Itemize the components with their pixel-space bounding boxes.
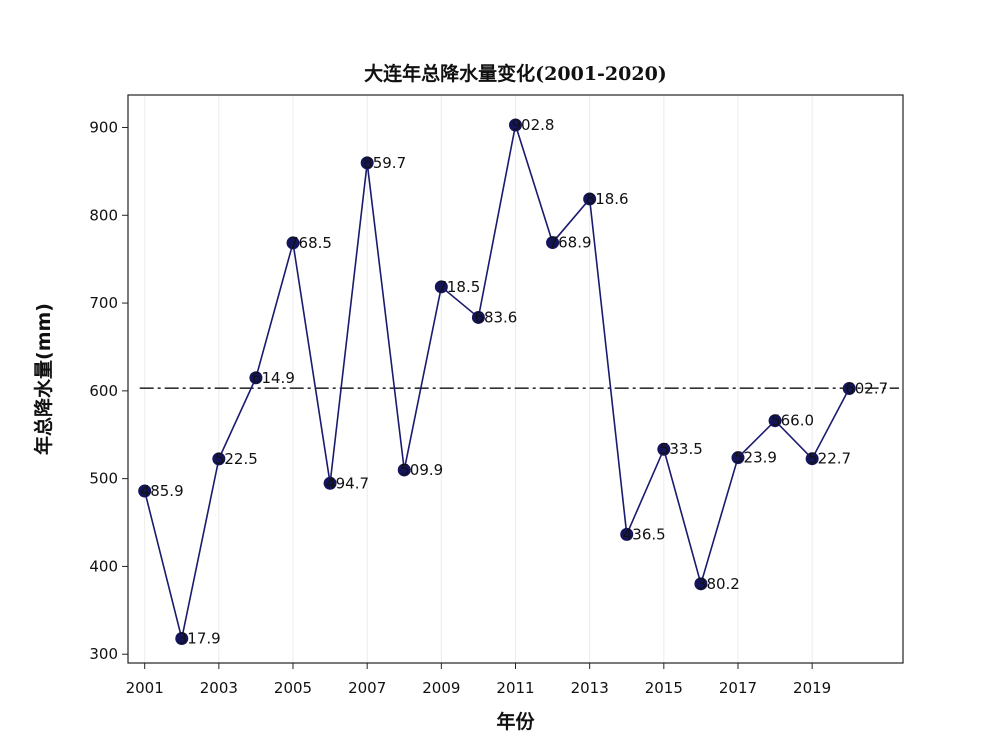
- vertical-gridlines: [144, 95, 813, 663]
- data-point-2016: [694, 577, 708, 591]
- data-label-2015: 533.5: [660, 440, 703, 458]
- x-tick-label-2007: 2007: [348, 679, 386, 697]
- series-line-layer: [143, 124, 850, 639]
- data-labels-layer: 485.9 317.9 522.5 614.9 768.5 494.7 859.7 509.9…: [141, 116, 888, 647]
- data-label-2016: 380.2: [697, 575, 740, 593]
- y-tick-label-800: 800: [89, 206, 118, 224]
- data-label-2007: 859.7: [363, 154, 406, 172]
- data-points-layer: [138, 118, 856, 646]
- data-point-2012: [546, 236, 560, 250]
- x-axis-label: 年份: [496, 710, 535, 733]
- x-tick-label-2009: 2009: [422, 679, 460, 697]
- data-label-2002: 317.9: [178, 630, 221, 648]
- data-point-2019: [805, 452, 819, 466]
- data-point-2008: [397, 463, 411, 477]
- x-tick-label-2019: 2019: [793, 679, 831, 697]
- x-axis-ticks: 2001 2003 2005 2007 2009 2011 2013 2015 2017 2019: [126, 663, 831, 697]
- data-label-2004: 614.9: [252, 369, 295, 387]
- data-label-2006: 494.7: [326, 474, 369, 492]
- x-tick-label-2015: 2015: [645, 679, 683, 697]
- data-point-2009: [434, 280, 448, 294]
- data-point-2001: [138, 484, 152, 498]
- x-tick-label-2011: 2011: [496, 679, 534, 697]
- data-point-2020: [842, 381, 856, 395]
- data-point-2004: [249, 371, 263, 385]
- data-label-2020: 602.7: [845, 379, 888, 397]
- data-label-2013: 818.6: [586, 190, 629, 208]
- y-axis-label: 年总降水量(mm): [32, 303, 55, 455]
- data-label-2018: 566.0: [771, 412, 814, 430]
- x-tick-label-2017: 2017: [719, 679, 757, 697]
- data-point-2013: [583, 192, 597, 206]
- y-tick-label-600: 600: [89, 382, 118, 400]
- data-point-2005: [286, 236, 300, 250]
- data-label-2012: 768.9: [549, 234, 592, 252]
- data-point-2011: [509, 118, 522, 132]
- data-label-2019: 522.7: [808, 450, 851, 468]
- data-point-2010: [471, 310, 485, 324]
- data-label-2008: 509.9: [400, 461, 443, 479]
- x-tick-label-2003: 2003: [200, 679, 238, 697]
- data-label-2017: 523.9: [734, 449, 777, 467]
- y-tick-label-400: 400: [89, 557, 118, 575]
- data-label-2001: 485.9: [141, 482, 184, 500]
- data-point-2015: [657, 442, 671, 456]
- data-label-2009: 718.5: [437, 278, 480, 296]
- data-point-2003: [212, 452, 226, 466]
- data-label-2010: 683.6: [474, 308, 517, 326]
- x-tick-label-2005: 2005: [274, 679, 312, 697]
- data-point-2018: [768, 414, 782, 428]
- data-label-2014: 436.5: [623, 525, 666, 543]
- chart-title: 大连年总降水量变化(2001-2020): [364, 62, 667, 85]
- data-point-2017: [731, 451, 745, 465]
- y-tick-label-900: 900: [89, 118, 118, 136]
- x-tick-label-2001: 2001: [126, 679, 164, 697]
- data-label-2011: 902.8: [512, 116, 555, 134]
- y-axis-ticks: 300 400 500 600 700 800 900: [89, 118, 128, 663]
- x-tick-label-2013: 2013: [571, 679, 609, 697]
- data-point-2002: [175, 632, 189, 646]
- y-tick-label-300: 300: [89, 645, 118, 663]
- data-point-2014: [620, 527, 634, 541]
- data-point-2006: [323, 476, 337, 490]
- y-tick-label-700: 700: [89, 294, 118, 312]
- data-label-2003: 522.5: [215, 450, 258, 468]
- series-line: [143, 124, 850, 639]
- data-label-2005: 768.5: [289, 234, 332, 252]
- y-tick-label-500: 500: [89, 470, 118, 488]
- data-point-2007: [360, 156, 374, 170]
